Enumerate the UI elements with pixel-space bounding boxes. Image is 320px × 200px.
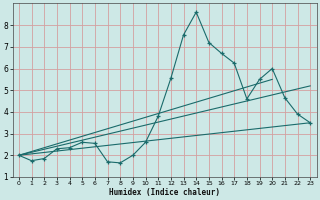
X-axis label: Humidex (Indice chaleur): Humidex (Indice chaleur) <box>109 188 220 197</box>
